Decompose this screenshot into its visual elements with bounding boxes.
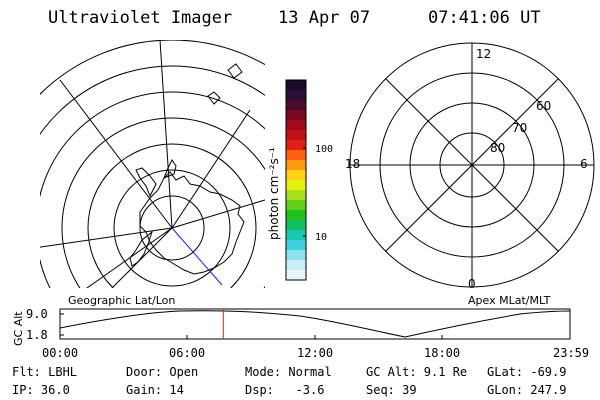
meridian-line	[40, 227, 173, 248]
left-map-label: Geographic Lat/Lon	[68, 294, 175, 307]
coastline	[207, 91, 221, 105]
lat-circle	[139, 195, 205, 261]
colorbar-cell	[286, 150, 306, 161]
colorbar-cell	[286, 140, 306, 151]
x-tick-label-2359: 23:59	[553, 346, 589, 360]
altitude-timeline: GC Alt 9.0 1.8 00:00 06:00 12:00 18:00 2…	[12, 307, 589, 360]
x-tick-label-1200: 12:00	[297, 346, 333, 360]
meridian-line	[86, 227, 173, 288]
mlt-label-18: 18	[345, 157, 360, 171]
colorbar-cell	[286, 160, 306, 171]
meridian-line	[111, 227, 173, 288]
instrument-title: Ultraviolet Imager	[48, 8, 233, 28]
x-tick-label-0000: 00:00	[42, 346, 78, 360]
status-glat: GLat: -69.9	[487, 365, 567, 379]
colorbar-cell	[286, 180, 306, 191]
status-gc-alt: GC Alt: 9.1 Re	[366, 365, 468, 379]
coastline	[227, 63, 243, 79]
colorbar-cell	[286, 190, 306, 201]
meridian-line	[59, 79, 173, 229]
colorbar-tick-100: 100	[315, 144, 333, 155]
status-dsp: Dsp: -3.6	[245, 383, 325, 397]
timeline-frame	[59, 308, 571, 340]
coastline	[139, 171, 245, 275]
mlt-line-diagonal	[385, 78, 559, 252]
satellite-direction-line	[171, 227, 223, 286]
colorbar-frame	[285, 79, 307, 281]
observation-date: 13 Apr 07	[278, 8, 371, 28]
observation-time: 07:41:06 UT	[428, 8, 541, 28]
colorbar-cell	[286, 200, 306, 211]
colorbar-cell	[286, 120, 306, 131]
colorbar-cell	[286, 80, 306, 91]
mlt-label-12: 12	[476, 47, 491, 61]
lat-circle	[113, 169, 231, 287]
colorbar-cell	[286, 220, 306, 231]
colorbar-cell	[286, 100, 306, 111]
right-map-label: Apex MLat/MLT	[468, 294, 551, 307]
x-tick-label-0600: 06:00	[169, 346, 205, 360]
y-tick-label-9: 9.0	[26, 307, 48, 321]
colorbar: 100 10 photon cm⁻²s⁻¹	[267, 79, 333, 281]
lat-circle	[87, 143, 257, 288]
mlat-label-60: 60	[536, 99, 551, 113]
mlat-label-70: 70	[512, 121, 527, 135]
x-tick-label-1800: 18:00	[424, 346, 460, 360]
meridian-line	[171, 199, 265, 229]
colorbar-cell	[286, 130, 306, 141]
y-tick-label-1-8: 1.8	[26, 328, 48, 342]
status-mode: Mode: Normal	[245, 365, 332, 379]
mlt-label-0: 0	[468, 277, 476, 291]
status-gain: Gain: 14	[126, 383, 184, 397]
colorbar-tick-10: 10	[315, 232, 327, 243]
lat-circle	[61, 117, 265, 288]
colorbar-cell	[286, 230, 306, 241]
geographic-map	[40, 40, 265, 288]
status-ip: IP: 36.0	[12, 383, 70, 397]
mlat-label-80: 80	[490, 141, 505, 155]
status-glon: GLon: 247.9	[487, 383, 567, 397]
status-seq: Seq: 39	[366, 383, 417, 397]
colorbar-cell	[286, 240, 306, 251]
colorbar-cell	[286, 90, 306, 101]
colorbar-cell	[286, 110, 306, 121]
status-filter: Flt: LBHL	[12, 365, 78, 379]
altitude-curve	[59, 310, 571, 338]
mlt-label-6: 6	[580, 157, 588, 171]
coastline	[135, 167, 157, 198]
colorbar-cell	[286, 170, 306, 181]
lat-circle	[40, 91, 265, 288]
timeline-axis-label: GC Alt	[12, 311, 25, 346]
colorbar-cell	[286, 250, 306, 261]
meridian-line	[159, 40, 173, 229]
coastline	[163, 159, 177, 179]
colorbar-cell	[286, 210, 306, 221]
colorbar-unit-label: photon cm⁻²s⁻¹	[267, 147, 281, 240]
coastline	[129, 230, 154, 267]
status-door: Door: Open	[126, 365, 199, 379]
lat-circle	[40, 65, 265, 135]
magnetic-polar-plot	[349, 42, 595, 288]
colorbar-cell	[286, 270, 306, 281]
meridian-line	[171, 109, 251, 229]
colorbar-cell	[286, 260, 306, 271]
